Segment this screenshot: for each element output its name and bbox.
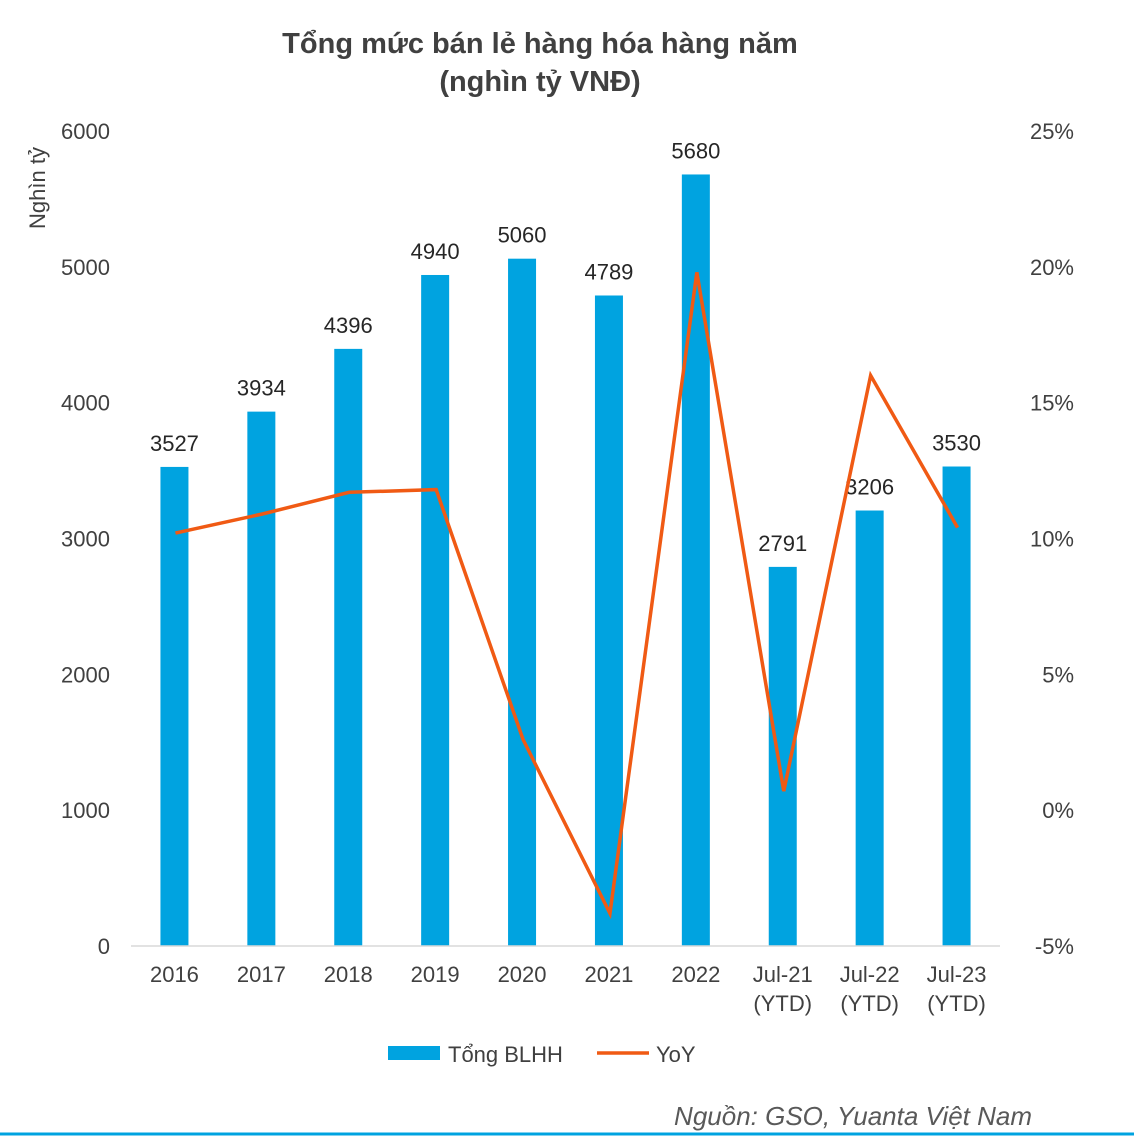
bar-9 — [942, 466, 971, 946]
x-tick-8-sub: (YTD) — [840, 991, 899, 1016]
x-tick-3: 2019 — [411, 962, 460, 987]
x-tick-7-sub: (YTD) — [753, 991, 812, 1016]
left-tick-6: 6000 — [61, 119, 110, 144]
x-tick-6: 2022 — [671, 962, 720, 987]
legend: Tổng BLHH YoY — [388, 1042, 696, 1067]
left-tick-5: 5000 — [61, 255, 110, 280]
x-tick-8: Jul-22 — [840, 962, 900, 987]
left-tick-0: 0 — [98, 934, 110, 959]
left-tick-3: 3000 — [61, 527, 110, 552]
bar-5 — [594, 295, 623, 947]
chart-title-line1: Tổng mức bán lẻ hàng hóa hàng năm — [282, 28, 798, 60]
yoy-line — [175, 272, 960, 920]
bar-3 — [421, 274, 450, 946]
right-axis-ticks: -5% 0% 5% 10% 15% 20% 25% — [1030, 119, 1074, 959]
left-tick-4: 4000 — [61, 391, 110, 416]
source-note: Nguồn: GSO, Yuanta Việt Nam — [674, 1101, 1032, 1131]
bar-label-7: 2791 — [758, 531, 807, 556]
bar-series — [160, 174, 971, 947]
legend-line-label: YoY — [656, 1042, 696, 1067]
right-tick-6: 25% — [1030, 119, 1074, 144]
x-tick-1: 2017 — [237, 962, 286, 987]
x-tick-5: 2021 — [584, 962, 633, 987]
bar-label-9: 3530 — [932, 431, 981, 456]
bar-label-5: 4789 — [584, 259, 633, 284]
bar-4 — [508, 258, 537, 946]
bar-data-labels: 3527 3934 4396 4940 5060 4789 5680 2791 3206 3530 — [150, 138, 981, 555]
x-tick-9-sub: (YTD) — [927, 991, 986, 1016]
x-tick-4: 2020 — [498, 962, 547, 987]
x-tick-2: 2018 — [324, 962, 373, 987]
y-axis-label: Nghìn tỷ — [25, 147, 50, 229]
bar-8 — [855, 510, 884, 946]
x-tick-9: Jul-23 — [927, 962, 987, 987]
bar-label-2: 4396 — [324, 313, 373, 338]
left-axis-ticks: 0 1000 2000 3000 4000 5000 6000 — [61, 119, 110, 959]
right-tick-0: -5% — [1035, 934, 1074, 959]
bar-label-4: 5060 — [498, 223, 547, 248]
bar-0 — [160, 466, 189, 946]
bar-label-0: 3527 — [150, 431, 199, 456]
right-tick-3: 10% — [1030, 527, 1074, 552]
legend-bar-swatch — [388, 1046, 440, 1060]
left-tick-2: 2000 — [61, 662, 110, 687]
left-tick-1: 1000 — [61, 798, 110, 823]
x-tick-0: 2016 — [150, 962, 199, 987]
line-series — [175, 272, 960, 920]
bar-label-6: 5680 — [671, 138, 720, 163]
bar-label-1: 3934 — [237, 376, 286, 401]
bar-1 — [247, 411, 276, 946]
right-tick-2: 5% — [1042, 662, 1074, 687]
bar-label-8: 3206 — [845, 475, 894, 500]
bar-label-3: 4940 — [411, 239, 460, 264]
chart-title-line2: (nghìn tỷ VNĐ) — [439, 66, 640, 98]
x-tick-7: Jul-21 — [753, 962, 813, 987]
right-tick-1: 0% — [1042, 798, 1074, 823]
x-axis-ticks: 2016 2017 2018 2019 2020 2021 2022 Jul-21 (YTD) J… — [150, 962, 987, 1016]
legend-bar-label: Tổng BLHH — [448, 1042, 563, 1067]
bar-2 — [334, 348, 363, 946]
bar-6 — [681, 174, 710, 946]
right-tick-5: 20% — [1030, 255, 1074, 280]
right-tick-4: 15% — [1030, 391, 1074, 416]
